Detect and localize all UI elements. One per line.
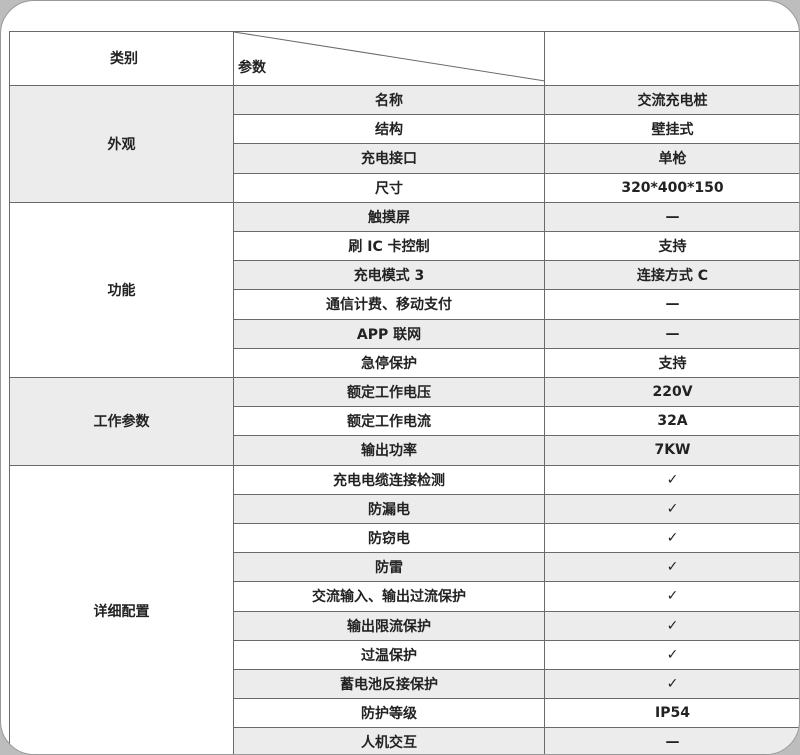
parameter-value: 单枪 bbox=[545, 144, 799, 174]
parameter-name: 充电电缆连接检测 bbox=[234, 465, 545, 495]
parameter-name: 防漏电 bbox=[234, 494, 545, 524]
parameter-name: 结构 bbox=[234, 115, 545, 145]
parameter-name: 名称 bbox=[234, 86, 545, 116]
parameter-value: 7KW bbox=[545, 436, 799, 466]
parameter-value: — bbox=[545, 202, 799, 232]
header-category: 类别 bbox=[9, 31, 234, 86]
parameter-name: APP 联网 bbox=[234, 319, 545, 349]
parameter-value: 支持 bbox=[545, 349, 799, 378]
group-name: 外观 bbox=[9, 86, 234, 203]
parameter-value: 320*400*150 bbox=[545, 174, 799, 203]
parameter-value: ✓ bbox=[545, 494, 799, 524]
parameter-value: ✓ bbox=[545, 582, 799, 612]
parameter-value: 220V bbox=[545, 378, 799, 408]
group-name: 功能 bbox=[9, 202, 234, 378]
parameter-value: 连接方式 C bbox=[545, 261, 799, 291]
header-parameter: 参数 bbox=[234, 31, 545, 86]
parameter-value: 壁挂式 bbox=[545, 115, 799, 145]
parameter-value: — bbox=[545, 290, 799, 320]
parameter-value: 支持 bbox=[545, 232, 799, 262]
parameter-value: ✓ bbox=[545, 524, 799, 554]
parameter-name: 交流输入、输出过流保护 bbox=[234, 582, 545, 612]
parameter-name: 人机交互 bbox=[234, 728, 545, 754]
parameter-value: ✓ bbox=[545, 466, 799, 495]
parameter-name: 防窃电 bbox=[234, 524, 545, 554]
group-name: 工作参数 bbox=[9, 378, 234, 466]
parameter-value: IP54 bbox=[545, 699, 799, 729]
parameter-name: 刷 IC 卡控制 bbox=[234, 232, 545, 262]
parameter-name: 充电模式 3 bbox=[234, 261, 545, 291]
parameter-name: 蓄电池反接保护 bbox=[234, 670, 545, 700]
parameter-name: 充电接口 bbox=[234, 144, 545, 174]
parameter-name: 尺寸 bbox=[234, 173, 545, 203]
parameter-name: 额定工作电压 bbox=[234, 378, 545, 408]
parameter-value: 32A bbox=[545, 407, 799, 437]
parameter-name: 急停保护 bbox=[234, 348, 545, 378]
parameter-value: ✓ bbox=[545, 670, 799, 700]
parameter-value: ✓ bbox=[545, 641, 799, 670]
parameter-name: 通信计费、移动支付 bbox=[234, 290, 545, 320]
parameter-value: 交流充电桩 bbox=[545, 86, 799, 116]
parameter-name: 输出功率 bbox=[234, 436, 545, 466]
parameter-value: — bbox=[545, 319, 799, 349]
parameter-name: 额定工作电流 bbox=[234, 407, 545, 437]
parameter-name: 过温保护 bbox=[234, 640, 545, 670]
parameter-value: — bbox=[545, 728, 799, 754]
parameter-value: ✓ bbox=[545, 611, 799, 641]
parameter-name: 防护等级 bbox=[234, 699, 545, 729]
parameter-name: 输出限流保护 bbox=[234, 611, 545, 641]
header-value bbox=[545, 31, 799, 86]
parameter-name: 触摸屏 bbox=[234, 202, 545, 232]
parameter-value: ✓ bbox=[545, 553, 799, 583]
group-name: 详细配置 bbox=[9, 465, 234, 754]
parameter-name: 防雷 bbox=[234, 553, 545, 583]
